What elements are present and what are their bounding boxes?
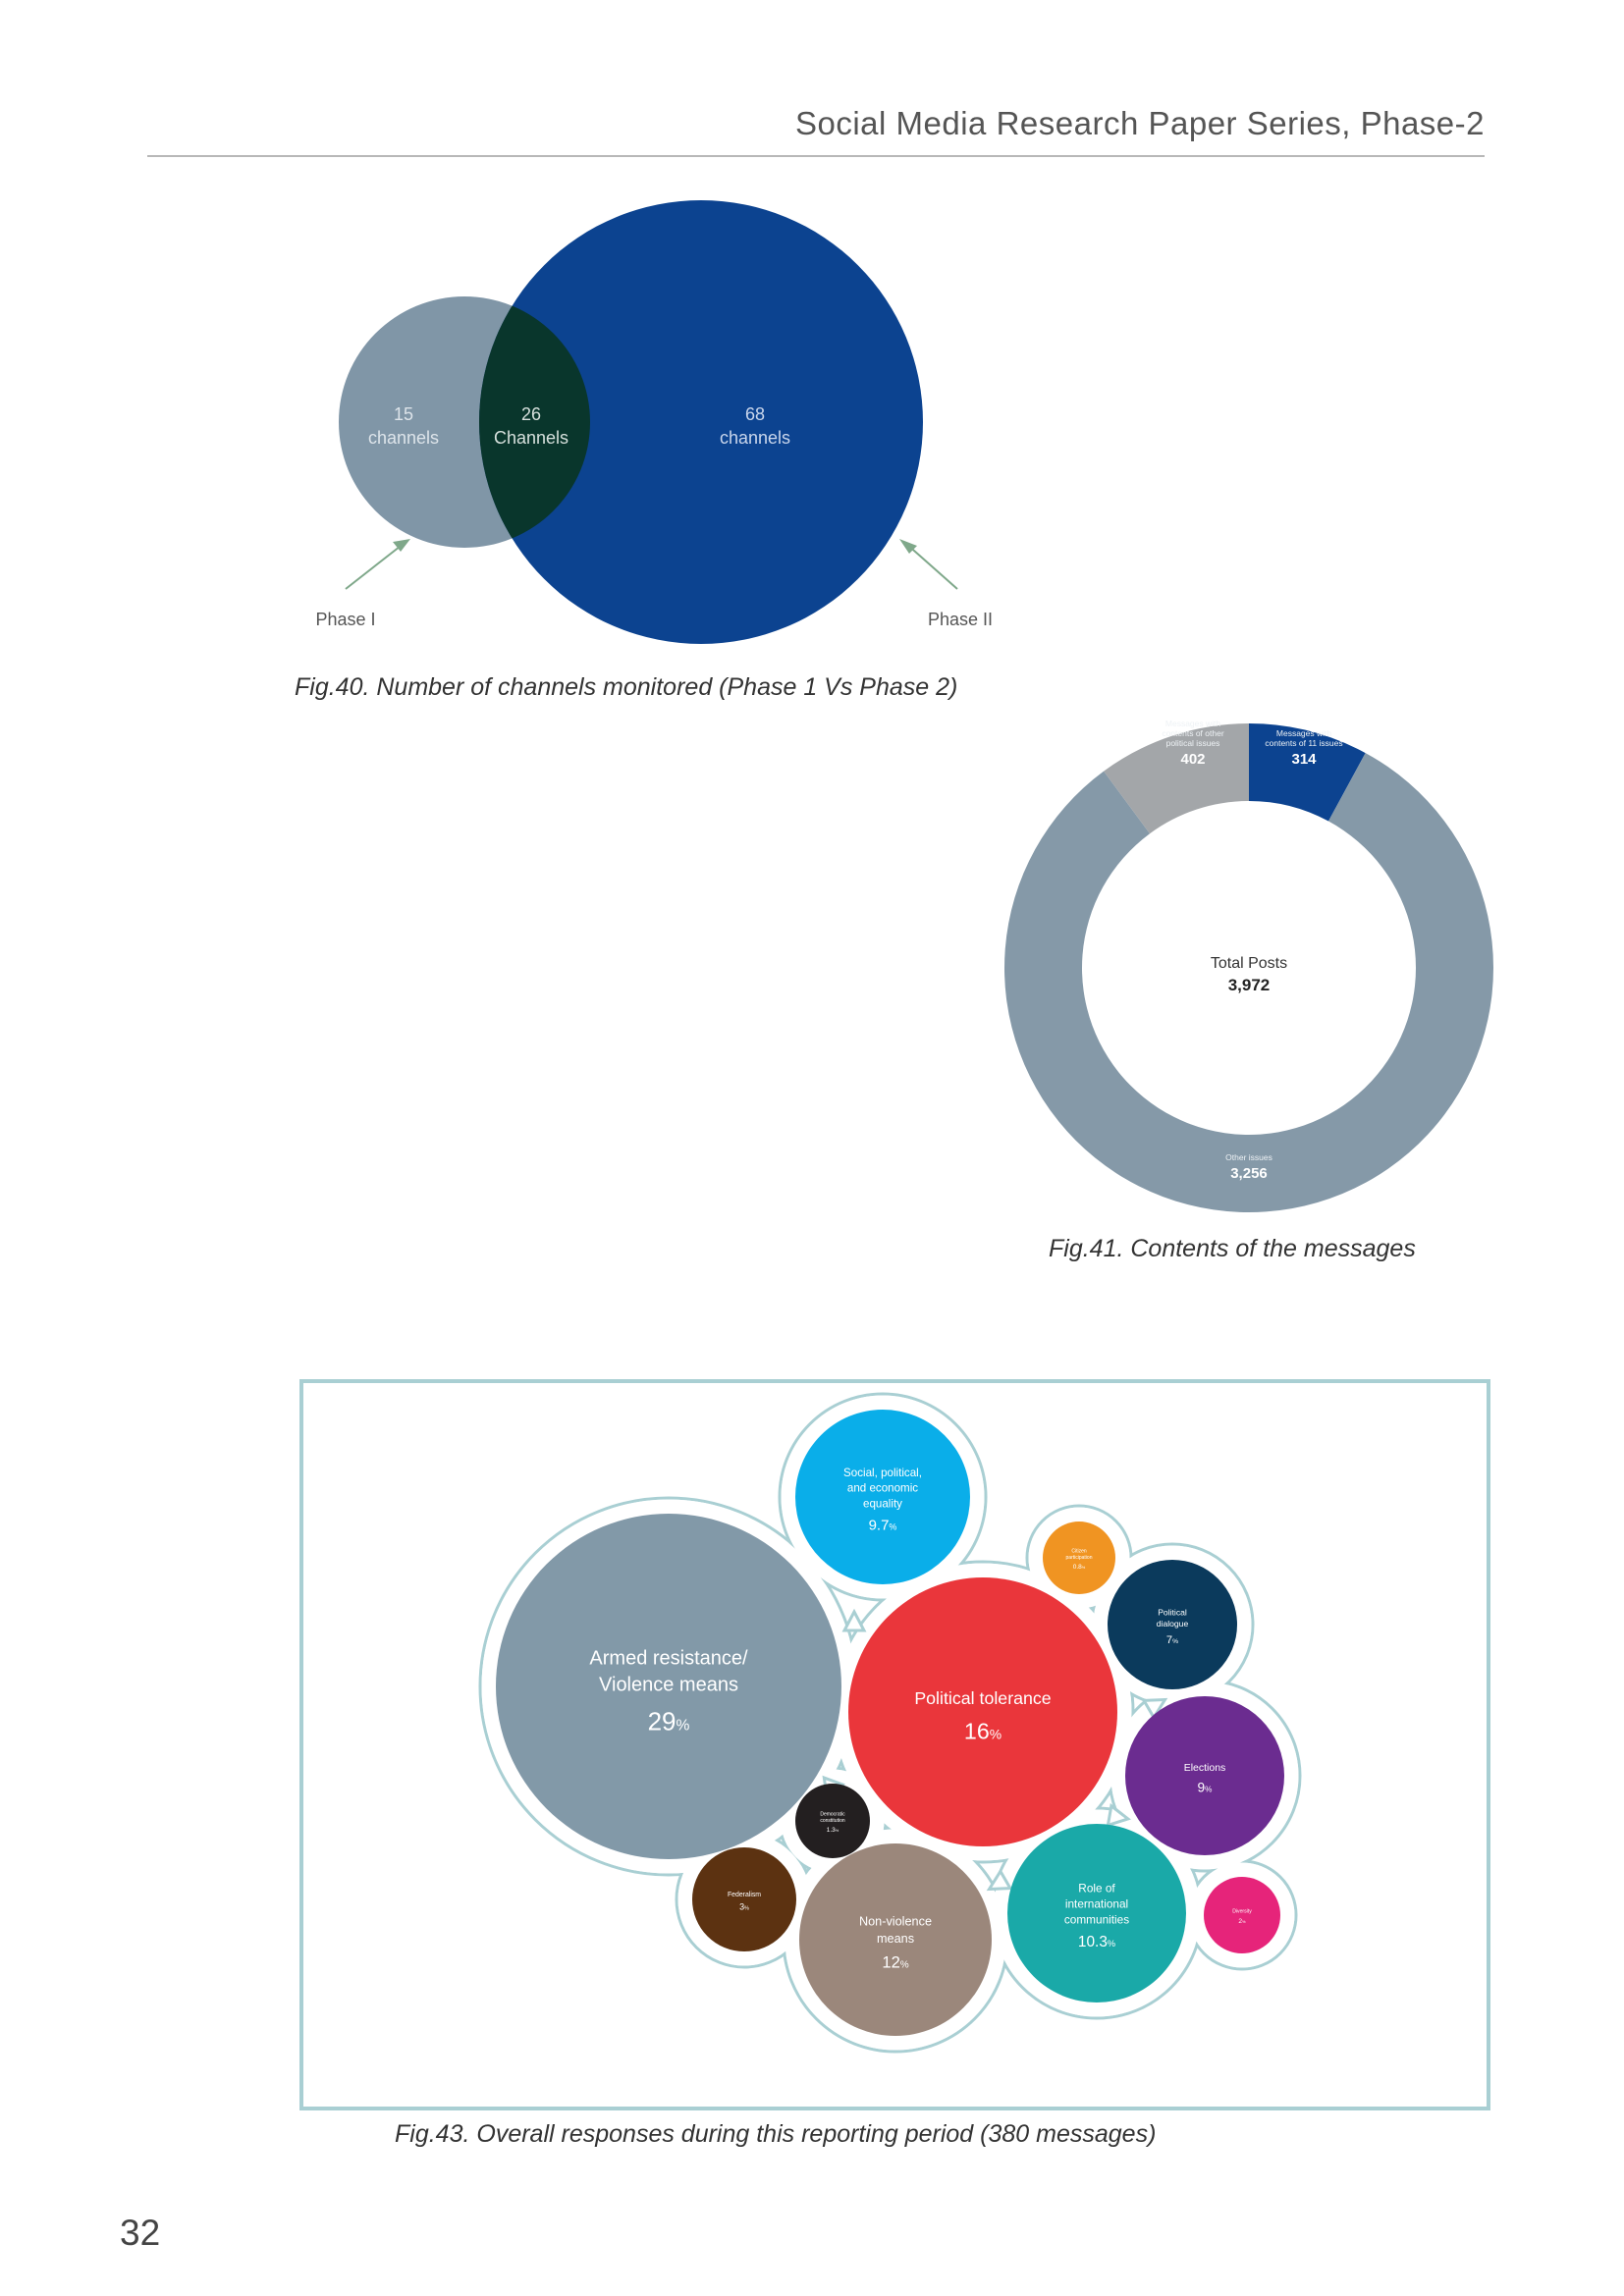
phase1-label: Phase I bbox=[315, 610, 375, 629]
bubble-label: Diversity bbox=[1232, 1909, 1252, 1915]
bubble-label: Armed resistance/ bbox=[589, 1647, 748, 1669]
bubble-label: dialogue bbox=[1157, 1619, 1189, 1629]
bubble-label: Non-violence bbox=[859, 1915, 932, 1929]
overlap-unit: Channels bbox=[494, 428, 568, 448]
bubble-percent: 3% bbox=[739, 1902, 749, 1912]
bubble-label: Violence means bbox=[599, 1674, 738, 1695]
donut-slice bbox=[1104, 723, 1249, 834]
fig40-caption: Fig.40. Number of channels monitored (Ph… bbox=[295, 673, 958, 701]
page-number: 32 bbox=[120, 2213, 161, 2253]
bubble-circle bbox=[1125, 1696, 1284, 1855]
donut-slice-name: Messages with bbox=[1276, 728, 1331, 738]
bubble-percent: 29% bbox=[648, 1706, 690, 1735]
phase2-count: 68 bbox=[745, 404, 765, 424]
phase1-unit: channels bbox=[368, 428, 439, 448]
bubble-label: Social, political, bbox=[843, 1467, 922, 1479]
bubble-label: Political tolerance bbox=[914, 1688, 1051, 1708]
overlap-count: 26 bbox=[521, 404, 541, 424]
bubble-percent: 9% bbox=[1198, 1780, 1213, 1794]
bubble: Social, political, and economic equality 9.… bbox=[795, 1410, 970, 1584]
bubble: Diversity 2% bbox=[1204, 1877, 1280, 1953]
donut-slice-value: 314 bbox=[1291, 751, 1317, 768]
bubble-percent: 0.8% bbox=[1073, 1564, 1086, 1571]
donut-slice-name: contents of 11 issues bbox=[1265, 738, 1342, 748]
bubble-chart-frame bbox=[299, 1379, 1490, 2110]
donut-center-label: Total Posts bbox=[1211, 955, 1287, 972]
phase2-arrow bbox=[899, 539, 958, 590]
bubble: Non-violence means 12% bbox=[799, 1843, 992, 2036]
bubble-percent: 7% bbox=[1166, 1634, 1178, 1646]
donut-slice-name: Other issues bbox=[1225, 1152, 1272, 1162]
bubble-label: Citizen bbox=[1071, 1548, 1087, 1554]
bubble-circle bbox=[1043, 1522, 1115, 1594]
bubble: Political tolerance 16% bbox=[848, 1577, 1117, 1846]
bubble-circle bbox=[848, 1577, 1117, 1846]
donut-slice-value: 402 bbox=[1180, 751, 1205, 768]
phase1-count: 15 bbox=[394, 404, 413, 424]
bubble-percent: 16% bbox=[964, 1719, 1001, 1744]
bubble: Elections 9% bbox=[1125, 1696, 1284, 1855]
bubble-percent: 2% bbox=[1238, 1918, 1246, 1925]
bubble-label: Elections bbox=[1184, 1762, 1226, 1774]
header-divider bbox=[147, 155, 1485, 157]
bubble-label: and economic bbox=[847, 1482, 918, 1495]
donut-slice bbox=[1249, 723, 1366, 822]
bubble-label: participation bbox=[1066, 1555, 1093, 1561]
bubble-percent: 10.3% bbox=[1078, 1934, 1115, 1950]
bubble-percent: 12% bbox=[882, 1952, 908, 1971]
bubble-label: means bbox=[877, 1932, 914, 1946]
bubble: Political dialogue 7% bbox=[1108, 1560, 1237, 1689]
phase2-label: Phase II bbox=[928, 610, 993, 629]
bubble-circle bbox=[799, 1843, 992, 2036]
donut-slice-name: political issues bbox=[1166, 738, 1220, 748]
bubble-label: Role of bbox=[1078, 1882, 1115, 1896]
bubble-label: constitution bbox=[820, 1818, 845, 1824]
bubble-label: communities bbox=[1064, 1913, 1129, 1927]
bubble-circle bbox=[1204, 1877, 1280, 1953]
phase2-unit: channels bbox=[720, 428, 790, 448]
donut-slice bbox=[1004, 753, 1493, 1213]
bubble-circle bbox=[1007, 1824, 1186, 2002]
bubble-label: Democratic bbox=[820, 1811, 845, 1817]
bubble-label: equality bbox=[863, 1497, 902, 1510]
bubble-label: international bbox=[1065, 1897, 1128, 1911]
fig43-caption: Fig.43. Overall responses during this re… bbox=[395, 2120, 1157, 2148]
donut-slice-name: contents of other bbox=[1162, 728, 1223, 738]
venn-circle-phase2 bbox=[479, 200, 923, 644]
bubble: Armed resistance/Violence means 29% bbox=[496, 1514, 841, 1859]
donut-slice-name: Messages with bbox=[1165, 719, 1220, 728]
bubble-label: Federalism bbox=[728, 1892, 761, 1898]
bubble-circle bbox=[692, 1847, 796, 1951]
bubble-percent: 9.7% bbox=[869, 1517, 897, 1533]
bubble-circle bbox=[795, 1784, 870, 1858]
bubble-label: Political bbox=[1158, 1607, 1187, 1617]
bubble-circle bbox=[496, 1514, 841, 1859]
bubble: Federalism 3% bbox=[692, 1847, 796, 1951]
donut-center-value: 3,972 bbox=[1228, 976, 1271, 994]
running-header: Social Media Research Paper Series, Phas… bbox=[794, 105, 1485, 141]
phase1-arrow bbox=[345, 539, 410, 590]
fig41-caption: Fig.41. Contents of the messages bbox=[1049, 1235, 1416, 1262]
bubble-percent: 1.3% bbox=[827, 1827, 839, 1834]
bubble-circle bbox=[1108, 1560, 1237, 1689]
bubble-circle bbox=[795, 1410, 970, 1584]
donut-slice-value: 3,256 bbox=[1230, 1165, 1268, 1182]
